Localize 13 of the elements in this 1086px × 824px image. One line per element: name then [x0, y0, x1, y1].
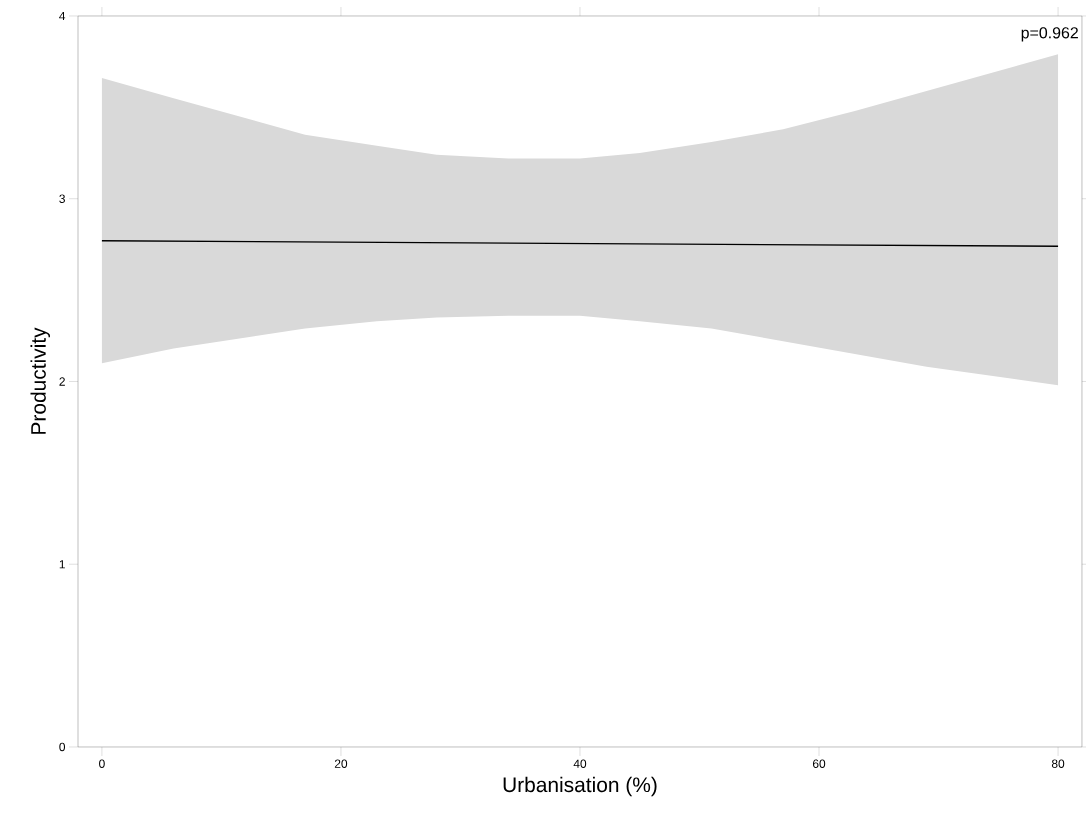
y-tick-label: 2 [59, 377, 65, 386]
annotation: p=0.962 [1021, 27, 1078, 42]
y-axis-title: Productivity [30, 327, 50, 434]
y-tick-label: 0 [59, 742, 66, 752]
x-tick-label: 80 [1051, 759, 1065, 768]
x-tick-label: 60 [812, 759, 826, 768]
y-tick-label: 1 [59, 560, 65, 569]
y-tick-label: 3 [59, 194, 65, 203]
y-tick-label: 4 [59, 11, 66, 21]
x-tick-label: 20 [334, 759, 348, 768]
x-tick-label: 0 [99, 759, 105, 768]
x-tick-label: 40 [573, 759, 587, 768]
x-axis-title: Urbanisation (%) [503, 776, 657, 797]
